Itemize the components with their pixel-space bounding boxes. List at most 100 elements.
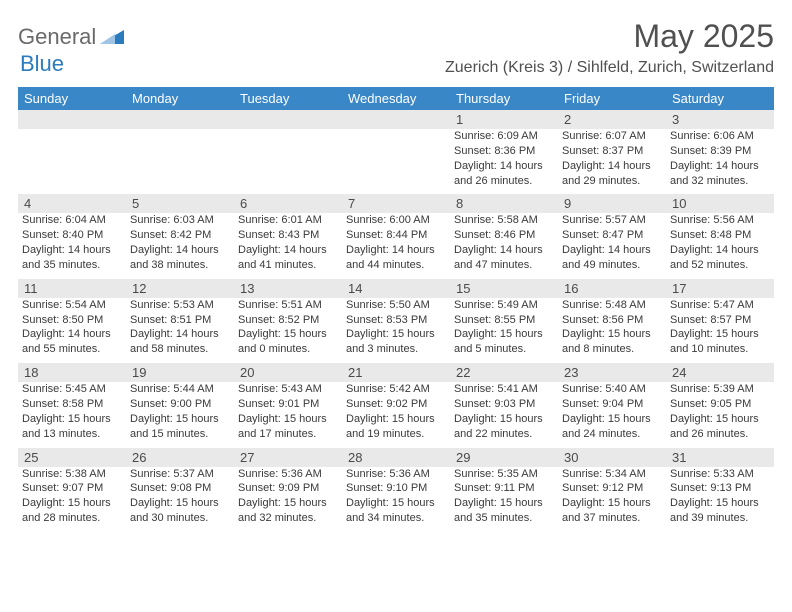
sunrise-line: Sunrise: 5:36 AM (238, 467, 338, 482)
daylight-line: Daylight: 15 hours and 22 minutes. (454, 412, 554, 442)
calendar-day-cell: Sunrise: 5:33 AMSunset: 9:13 PMDaylight:… (666, 467, 774, 532)
dow-header-saturday: Saturday (666, 87, 774, 110)
sunrise-line: Sunrise: 5:54 AM (22, 298, 122, 313)
sunrise-line: Sunrise: 5:38 AM (22, 467, 122, 482)
location-subtitle: Zuerich (Kreis 3) / Sihlfeld, Zurich, Sw… (445, 59, 774, 77)
sunrise-line: Sunrise: 5:36 AM (346, 467, 446, 482)
calendar-day-cell: Sunrise: 5:44 AMSunset: 9:00 PMDaylight:… (126, 382, 234, 447)
daylight-line: Daylight: 14 hours and 52 minutes. (670, 243, 770, 273)
logo-text-general: General (18, 24, 96, 50)
day-number: 24 (666, 363, 774, 382)
daylight-line: Daylight: 15 hours and 28 minutes. (22, 496, 122, 526)
sunrise-line: Sunrise: 5:44 AM (130, 382, 230, 397)
sunset-line: Sunset: 8:48 PM (670, 228, 770, 243)
calendar-day-cell: Sunrise: 6:01 AMSunset: 8:43 PMDaylight:… (234, 213, 342, 278)
day-number: 22 (450, 363, 558, 382)
sunset-line: Sunset: 8:37 PM (562, 144, 662, 159)
daylight-line: Daylight: 14 hours and 29 minutes. (562, 159, 662, 189)
day-number: 15 (450, 279, 558, 298)
daylight-line: Daylight: 14 hours and 26 minutes. (454, 159, 554, 189)
sunset-line: Sunset: 8:56 PM (562, 313, 662, 328)
sunset-line: Sunset: 9:04 PM (562, 397, 662, 412)
day-number: 9 (558, 194, 666, 213)
sunrise-line: Sunrise: 5:35 AM (454, 467, 554, 482)
calendar-day-cell (126, 129, 234, 194)
sunrise-line: Sunrise: 5:51 AM (238, 298, 338, 313)
calendar-day-cell: Sunrise: 5:40 AMSunset: 9:04 PMDaylight:… (558, 382, 666, 447)
day-number (342, 110, 450, 129)
day-number (18, 110, 126, 129)
calendar-day-cell: Sunrise: 5:54 AMSunset: 8:50 PMDaylight:… (18, 298, 126, 363)
sunset-line: Sunset: 8:43 PM (238, 228, 338, 243)
sunset-line: Sunset: 8:46 PM (454, 228, 554, 243)
daylight-line: Daylight: 14 hours and 32 minutes. (670, 159, 770, 189)
calendar-day-cell: Sunrise: 5:34 AMSunset: 9:12 PMDaylight:… (558, 467, 666, 532)
sunrise-line: Sunrise: 6:01 AM (238, 213, 338, 228)
sunset-line: Sunset: 9:05 PM (670, 397, 770, 412)
sunrise-line: Sunrise: 5:39 AM (670, 382, 770, 397)
daylight-line: Daylight: 15 hours and 19 minutes. (346, 412, 446, 442)
sunset-line: Sunset: 9:13 PM (670, 481, 770, 496)
calendar-day-cell: Sunrise: 5:48 AMSunset: 8:56 PMDaylight:… (558, 298, 666, 363)
day-number: 3 (666, 110, 774, 129)
calendar-day-cell: Sunrise: 5:57 AMSunset: 8:47 PMDaylight:… (558, 213, 666, 278)
sunrise-line: Sunrise: 6:04 AM (22, 213, 122, 228)
sunset-line: Sunset: 8:44 PM (346, 228, 446, 243)
day-number: 12 (126, 279, 234, 298)
dow-header-sunday: Sunday (18, 87, 126, 110)
sunrise-line: Sunrise: 5:49 AM (454, 298, 554, 313)
sunset-line: Sunset: 9:07 PM (22, 481, 122, 496)
calendar-day-cell: Sunrise: 5:39 AMSunset: 9:05 PMDaylight:… (666, 382, 774, 447)
sunrise-line: Sunrise: 5:42 AM (346, 382, 446, 397)
day-number: 20 (234, 363, 342, 382)
calendar-day-cell: Sunrise: 5:43 AMSunset: 9:01 PMDaylight:… (234, 382, 342, 447)
calendar-day-cell: Sunrise: 6:04 AMSunset: 8:40 PMDaylight:… (18, 213, 126, 278)
sunrise-line: Sunrise: 5:48 AM (562, 298, 662, 313)
day-number: 23 (558, 363, 666, 382)
day-number: 18 (18, 363, 126, 382)
sunset-line: Sunset: 8:40 PM (22, 228, 122, 243)
sunset-line: Sunset: 9:10 PM (346, 481, 446, 496)
daynum-band: 18192021222324 (18, 363, 774, 382)
day-number: 30 (558, 448, 666, 467)
day-number: 7 (342, 194, 450, 213)
day-number: 19 (126, 363, 234, 382)
calendar-day-cell: Sunrise: 5:41 AMSunset: 9:03 PMDaylight:… (450, 382, 558, 447)
daylight-line: Daylight: 15 hours and 34 minutes. (346, 496, 446, 526)
calendar-week-row: Sunrise: 6:09 AMSunset: 8:36 PMDaylight:… (18, 129, 774, 194)
daylight-line: Daylight: 15 hours and 26 minutes. (670, 412, 770, 442)
calendar-day-cell: Sunrise: 5:53 AMSunset: 8:51 PMDaylight:… (126, 298, 234, 363)
calendar-day-cell: Sunrise: 5:45 AMSunset: 8:58 PMDaylight:… (18, 382, 126, 447)
sunrise-line: Sunrise: 5:50 AM (346, 298, 446, 313)
daylight-line: Daylight: 15 hours and 8 minutes. (562, 327, 662, 357)
calendar-week-row: Sunrise: 5:54 AMSunset: 8:50 PM Daylight:… (18, 298, 774, 363)
calendar-day-cell (234, 129, 342, 194)
sunset-line: Sunset: 8:57 PM (670, 313, 770, 328)
sunrise-line: Sunrise: 5:58 AM (454, 213, 554, 228)
calendar-week-row: Sunrise: 6:04 AMSunset: 8:40 PMDaylight:… (18, 213, 774, 278)
title-block: May 2025 Zuerich (Kreis 3) / Sihlfeld, Z… (445, 18, 774, 77)
calendar-header-row: SundayMondayTuesdayWednesdayThursdayFrid… (18, 87, 774, 110)
calendar-week-row: Sunrise: 5:45 AMSunset: 8:58 PMDaylight:… (18, 382, 774, 447)
daylight-line: Daylight: 14 hours and 44 minutes. (346, 243, 446, 273)
sunset-line: Sunset: 8:36 PM (454, 144, 554, 159)
sunrise-line: Sunrise: 5:37 AM (130, 467, 230, 482)
calendar-week-row: Sunrise: 5:38 AMSunset: 9:07 PMDaylight:… (18, 467, 774, 532)
day-number: 8 (450, 194, 558, 213)
day-number (126, 110, 234, 129)
day-number: 1 (450, 110, 558, 129)
daylight-line: Daylight: 15 hours and 37 minutes. (562, 496, 662, 526)
daylight-line: Daylight: 14 hours and 41 minutes. (238, 243, 338, 273)
sunset-line: Sunset: 9:09 PM (238, 481, 338, 496)
sunrise-line: Sunrise: 6:06 AM (670, 129, 770, 144)
calendar-day-cell: Sunrise: 6:06 AMSunset: 8:39 PMDaylight:… (666, 129, 774, 194)
month-title: May 2025 (445, 18, 774, 55)
calendar-day-cell (342, 129, 450, 194)
day-number: 29 (450, 448, 558, 467)
calendar-day-cell: Sunrise: 5:35 AMSunset: 9:11 PMDaylight:… (450, 467, 558, 532)
daylight-line: Daylight: 15 hours and 5 minutes. (454, 327, 554, 357)
daylight-line: Daylight: 14 hours and 35 minutes. (22, 243, 122, 273)
sunset-line: Sunset: 8:50 PM (22, 313, 122, 328)
dow-header-thursday: Thursday (450, 87, 558, 110)
daylight-line: Daylight: 15 hours and 30 minutes. (130, 496, 230, 526)
